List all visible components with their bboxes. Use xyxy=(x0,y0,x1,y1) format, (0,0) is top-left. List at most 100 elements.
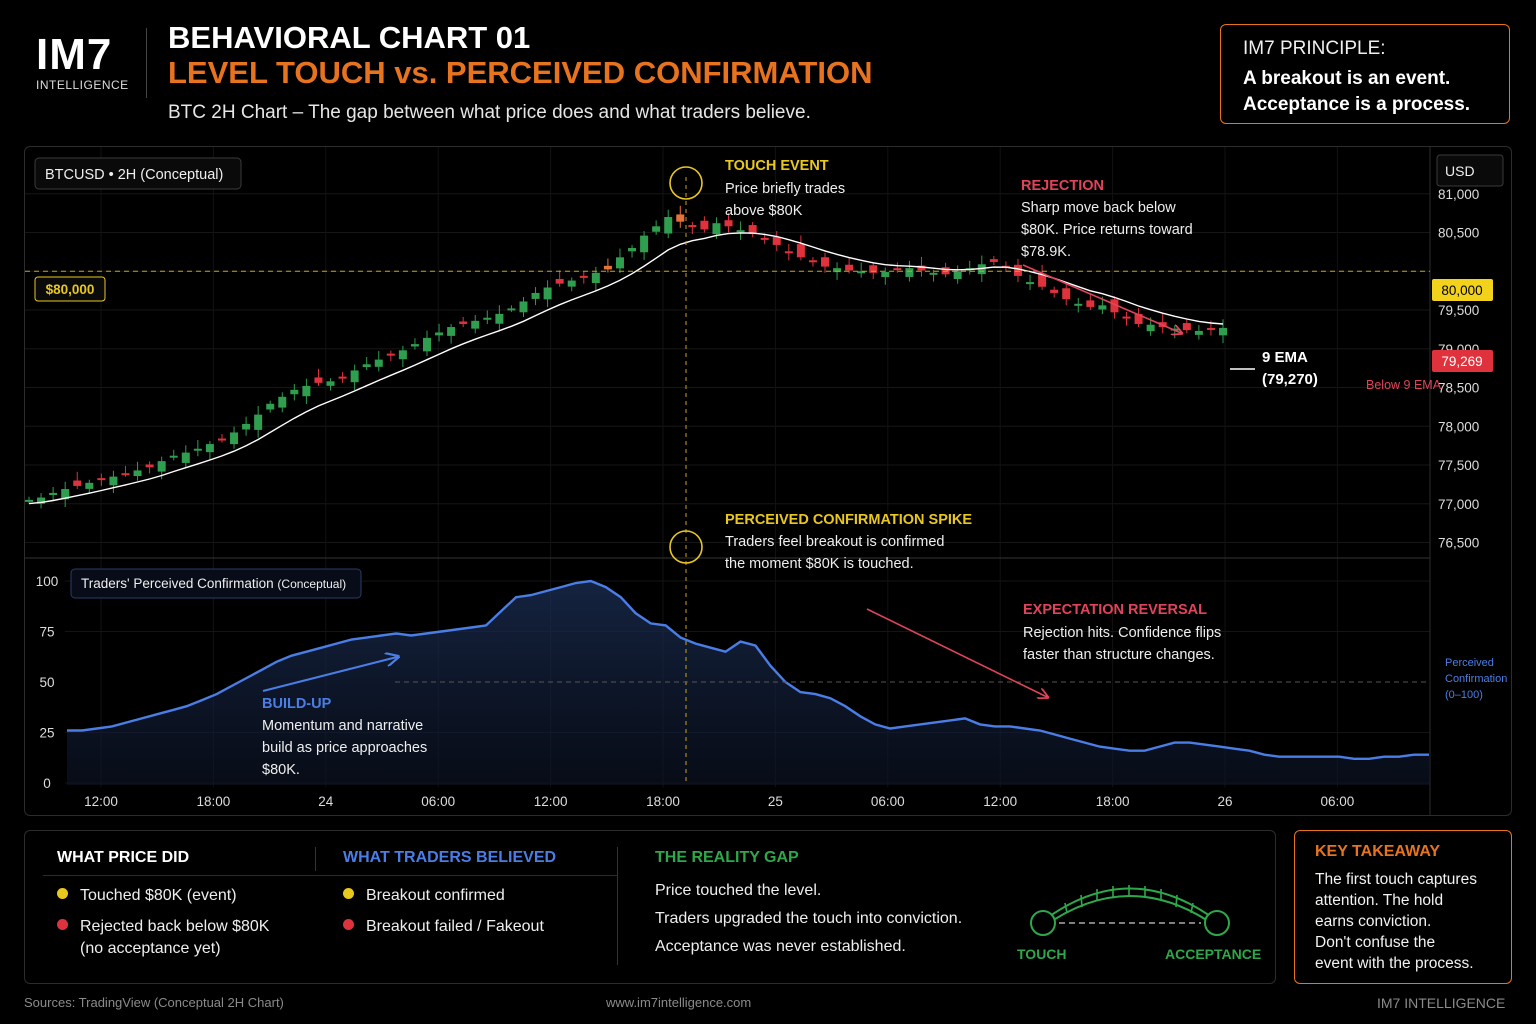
traders-item-2-text: Breakout failed / Fakeout xyxy=(366,918,544,935)
candle-body xyxy=(25,499,33,502)
candle-body xyxy=(989,259,998,262)
usd-tag xyxy=(1436,154,1504,187)
candle-body xyxy=(917,265,926,271)
level-tag xyxy=(34,276,106,302)
candle-body xyxy=(398,350,407,360)
gap-item-1: Price touched the level. xyxy=(655,882,822,899)
candle-body xyxy=(519,301,528,313)
candle-body xyxy=(700,220,709,230)
candle-body xyxy=(278,396,287,408)
footer-source: Sources: TradingView (Conceptual 2H Char… xyxy=(24,995,284,1010)
takeaway-box: KEY TAKEAWAY The first touch captures at… xyxy=(1294,830,1512,984)
acceptance-label: ACCEPTANCE xyxy=(1165,946,1262,962)
page-title-accent: LEVEL TOUCH vs. PERCEIVED CONFIRMATION xyxy=(168,55,873,90)
confidence-axis-label-2: Confirmation xyxy=(1445,673,1507,685)
candle-body xyxy=(423,337,431,352)
traders-heading: WHAT TRADERS BELIEVED xyxy=(343,849,557,866)
principle-line-2: Acceptance is a process. xyxy=(1243,94,1471,115)
x-tick-label: 25 xyxy=(768,794,783,809)
confidence-line xyxy=(67,579,1429,760)
confidence-tag xyxy=(70,568,362,599)
ema-line xyxy=(28,232,1224,505)
ema-value-label: (79,270) xyxy=(1262,371,1318,388)
candle-body xyxy=(326,381,335,386)
x-tick-label: 26 xyxy=(1217,794,1232,809)
col-divider xyxy=(617,847,618,965)
candle-body xyxy=(1038,273,1047,287)
candle-body xyxy=(37,497,46,504)
summary-rule xyxy=(43,875,617,876)
candle-body xyxy=(615,257,624,269)
ema-label: 9 EMA xyxy=(1262,349,1308,366)
candle-body xyxy=(603,265,612,270)
price-tick-label: 80,500 xyxy=(1438,226,1479,241)
candle-body xyxy=(1074,303,1083,306)
reversal-arrow xyxy=(866,608,1047,697)
candle-body xyxy=(1206,327,1215,330)
red-dot-icon xyxy=(57,919,68,930)
candle-body xyxy=(1062,288,1071,300)
candle-body xyxy=(543,287,552,300)
red-dot-icon xyxy=(343,919,354,930)
x-tick-label: 12:00 xyxy=(983,794,1017,809)
candle-body xyxy=(254,414,263,430)
principle-heading: IM7 PRINCIPLE: xyxy=(1243,38,1386,59)
candle-body xyxy=(579,275,588,278)
reversal-line-2: faster than structure changes. xyxy=(1023,647,1215,663)
candle-body xyxy=(181,452,190,463)
candle-body xyxy=(97,478,106,481)
candle-body xyxy=(555,279,564,284)
candle-body xyxy=(507,308,516,311)
candle-body xyxy=(386,353,395,356)
x-tick-label: 06:00 xyxy=(421,794,455,809)
candle-body xyxy=(784,251,793,254)
candle-body xyxy=(447,327,456,336)
chart-panel: 81,000 80,500 79,500 79,000 78,500 78,000 77,5… xyxy=(24,146,1512,816)
price-tick-label: 77,000 xyxy=(1438,497,1479,512)
takeaway-line: Don't confuse the xyxy=(1315,934,1436,951)
spike-circle xyxy=(669,530,703,564)
symbol-label: BTCUSD • 2H (Conceptual) xyxy=(45,167,223,183)
spike-line-2: the moment $80K is touched. xyxy=(725,556,914,572)
candle-body xyxy=(1122,316,1131,319)
candle-body xyxy=(881,272,890,278)
candle-body xyxy=(953,271,962,280)
candle-body xyxy=(483,317,492,320)
candle-body xyxy=(1098,305,1107,310)
candle-body xyxy=(1134,313,1143,324)
price-item-2: Rejected back below $80K xyxy=(57,916,269,938)
candle-body xyxy=(772,236,781,245)
candle-body xyxy=(109,476,118,486)
candle-body xyxy=(760,237,769,240)
candle-body xyxy=(676,214,685,222)
rejection-heading: REJECTION xyxy=(1021,178,1104,194)
candles xyxy=(25,205,1227,509)
reversal-heading: EXPECTATION REVERSAL xyxy=(1023,602,1207,618)
yellow-dot-icon xyxy=(57,888,68,899)
candle-body xyxy=(459,321,468,324)
gap-item-3: Acceptance was never established. xyxy=(655,938,906,955)
chart-svg: 81,00080,50079,50079,00078,50078,00077,5… xyxy=(25,147,1507,815)
confidence-tag-title: Traders' Perceived Confirmation xyxy=(81,576,274,591)
bridge-icon xyxy=(1030,885,1230,936)
candle-body xyxy=(290,389,299,395)
principle-line-1: A breakout is an event. xyxy=(1243,68,1451,89)
symbol-tag xyxy=(34,157,242,190)
col-divider xyxy=(315,847,316,871)
candle-body xyxy=(1194,330,1203,335)
confidence-axis-label-3: (0–100) xyxy=(1445,689,1483,701)
candle-body xyxy=(869,265,878,273)
candle-body xyxy=(1219,327,1227,336)
takeaway-body: The first touch captures attention. The … xyxy=(1315,869,1491,974)
buildup-line-3: $80K. xyxy=(262,762,300,778)
x-tick-label: 18:00 xyxy=(197,794,231,809)
axis-labels: 81,00080,50079,50079,00078,50078,00077,5… xyxy=(36,187,1480,809)
traders-item-1-text: Breakout confirmed xyxy=(366,887,505,904)
confidence-tag-label: Traders' Perceived Confirmation (Concept… xyxy=(81,576,346,591)
footer-url[interactable]: www.im7intelligence.com xyxy=(606,995,752,1010)
price-tick-label: 77,500 xyxy=(1438,458,1479,473)
candle-body xyxy=(724,220,733,227)
candle-body xyxy=(736,230,745,233)
principle-box: IM7 PRINCIPLE: A breakout is an event. A… xyxy=(1220,24,1510,124)
candle-body xyxy=(1086,300,1095,307)
